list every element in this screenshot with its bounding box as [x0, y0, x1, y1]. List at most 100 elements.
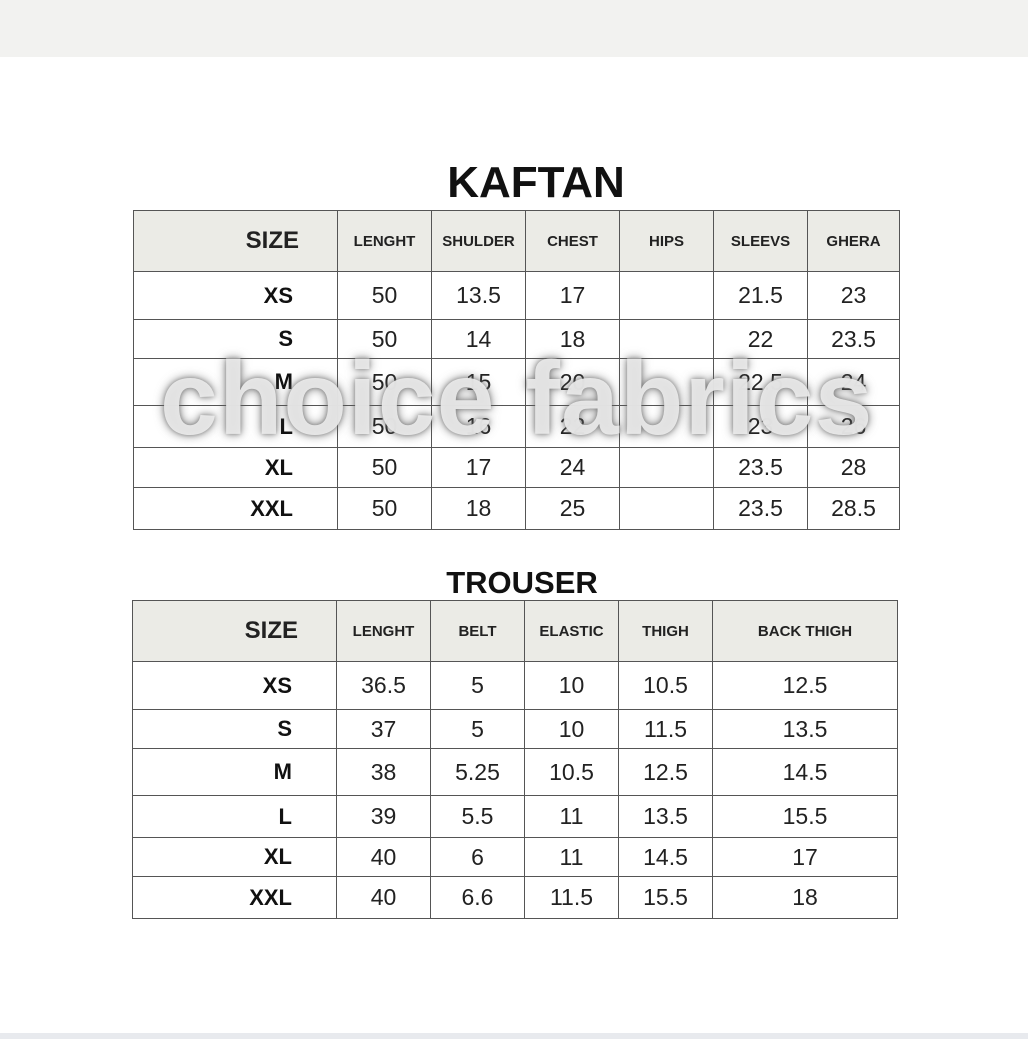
kaftan-header-chest: CHEST	[525, 210, 620, 272]
measurement-cell: 11.5	[618, 709, 713, 749]
measurement-cell: 12.5	[712, 661, 898, 710]
size-label: XXL	[132, 876, 337, 919]
measurement-cell: 23	[807, 271, 900, 320]
measurement-cell: 23	[713, 405, 808, 448]
kaftan-row: XS 50 13.5 17 21.5 23	[133, 271, 900, 320]
size-label: XL	[133, 447, 338, 488]
measurement-cell: 10	[524, 661, 619, 710]
measurement-cell: 37	[336, 709, 431, 749]
measurement-cell: 28.5	[807, 487, 900, 530]
size-label: S	[132, 709, 337, 749]
bottom-bar	[0, 1033, 1028, 1039]
measurement-cell	[619, 271, 714, 320]
trouser-title: TROUSER	[446, 565, 598, 600]
measurement-cell: 17	[431, 447, 526, 488]
trouser-header-thigh: THIGH	[618, 600, 713, 662]
measurement-cell: 40	[336, 837, 431, 877]
top-bar	[0, 0, 1028, 57]
measurement-cell: 13.5	[618, 795, 713, 838]
measurement-cell: 14	[431, 319, 526, 359]
kaftan-header-lenght: LENGHT	[337, 210, 432, 272]
measurement-cell: 15.5	[618, 876, 713, 919]
measurement-cell	[619, 358, 714, 406]
measurement-cell: 15	[431, 358, 526, 406]
measurement-cell: 50	[337, 447, 432, 488]
trouser-row: XS 36.5 5 10 10.5 12.5	[132, 661, 898, 710]
measurement-cell: 18	[712, 876, 898, 919]
measurement-cell: 10.5	[618, 661, 713, 710]
kaftan-title: KAFTAN	[447, 158, 625, 207]
size-label: XXL	[133, 487, 338, 530]
measurement-cell: 13.5	[431, 271, 526, 320]
measurement-cell: 20	[525, 358, 620, 406]
measurement-cell: 23.5	[713, 487, 808, 530]
measurement-cell: 13.5	[712, 709, 898, 749]
measurement-cell: 14.5	[712, 748, 898, 796]
size-label: S	[133, 319, 338, 359]
measurement-cell: 5	[430, 709, 525, 749]
measurement-cell	[619, 487, 714, 530]
measurement-cell: 12.5	[618, 748, 713, 796]
trouser-header-belt: BELT	[430, 600, 525, 662]
measurement-cell	[619, 447, 714, 488]
measurement-cell: 5.5	[430, 795, 525, 838]
measurement-cell: 6	[430, 837, 525, 877]
measurement-cell: 23.5	[713, 447, 808, 488]
size-label: M	[133, 358, 338, 406]
measurement-cell: 22	[713, 319, 808, 359]
measurement-cell: 21.5	[713, 271, 808, 320]
measurement-cell: 50	[337, 319, 432, 359]
trouser-header-elastic: ELASTIC	[524, 600, 619, 662]
trouser-row: S 37 5 10 11.5 13.5	[132, 709, 898, 749]
measurement-cell: 50	[337, 405, 432, 448]
measurement-cell: 28	[807, 447, 900, 488]
kaftan-row: L 50 16 22 23 26	[133, 405, 900, 448]
kaftan-header-hips: HIPS	[619, 210, 714, 272]
size-label: XL	[132, 837, 337, 877]
measurement-cell	[619, 319, 714, 359]
measurement-cell: 24	[525, 447, 620, 488]
measurement-cell: 50	[337, 271, 432, 320]
trouser-size-table: SIZE LENGHT BELT ELASTIC THIGH BACK THIGH XS 3…	[132, 600, 898, 919]
measurement-cell: 5.25	[430, 748, 525, 796]
kaftan-row: XXL 50 18 25 23.5 28.5	[133, 487, 900, 530]
measurement-cell: 17	[525, 271, 620, 320]
kaftan-row: M 50 15 20 22.5 24	[133, 358, 900, 406]
trouser-row: M 38 5.25 10.5 12.5 14.5	[132, 748, 898, 796]
measurement-cell: 22	[525, 405, 620, 448]
measurement-cell: 11.5	[524, 876, 619, 919]
measurement-cell: 11	[524, 795, 619, 838]
measurement-cell: 18	[431, 487, 526, 530]
trouser-header-back-thigh: BACK THIGH	[712, 600, 898, 662]
trouser-row: XL 40 6 11 14.5 17	[132, 837, 898, 877]
measurement-cell: 39	[336, 795, 431, 838]
measurement-cell: 23.5	[807, 319, 900, 359]
measurement-cell: 36.5	[336, 661, 431, 710]
kaftan-row: XL 50 17 24 23.5 28	[133, 447, 900, 488]
measurement-cell: 5	[430, 661, 525, 710]
measurement-cell: 16	[431, 405, 526, 448]
measurement-cell: 50	[337, 487, 432, 530]
size-label: L	[133, 405, 338, 448]
measurement-cell: 10.5	[524, 748, 619, 796]
measurement-cell: 22.5	[713, 358, 808, 406]
measurement-cell	[619, 405, 714, 448]
kaftan-size-table: SIZE LENGHT SHULDER CHEST HIPS SLEEVS GHERA XS…	[133, 210, 900, 530]
measurement-cell: 50	[337, 358, 432, 406]
measurement-cell: 25	[525, 487, 620, 530]
measurement-cell: 40	[336, 876, 431, 919]
measurement-cell: 14.5	[618, 837, 713, 877]
measurement-cell: 38	[336, 748, 431, 796]
size-label: XS	[133, 271, 338, 320]
kaftan-header-sleevs: SLEEVS	[713, 210, 808, 272]
measurement-cell: 26	[807, 405, 900, 448]
trouser-row: XXL 40 6.6 11.5 15.5 18	[132, 876, 898, 919]
kaftan-header-size: SIZE	[133, 210, 338, 272]
trouser-header-size: SIZE	[132, 600, 337, 662]
trouser-header-lenght: LENGHT	[336, 600, 431, 662]
measurement-cell: 24	[807, 358, 900, 406]
trouser-row: L 39 5.5 11 13.5 15.5	[132, 795, 898, 838]
kaftan-row: S 50 14 18 22 23.5	[133, 319, 900, 359]
measurement-cell: 11	[524, 837, 619, 877]
size-label: L	[132, 795, 337, 838]
